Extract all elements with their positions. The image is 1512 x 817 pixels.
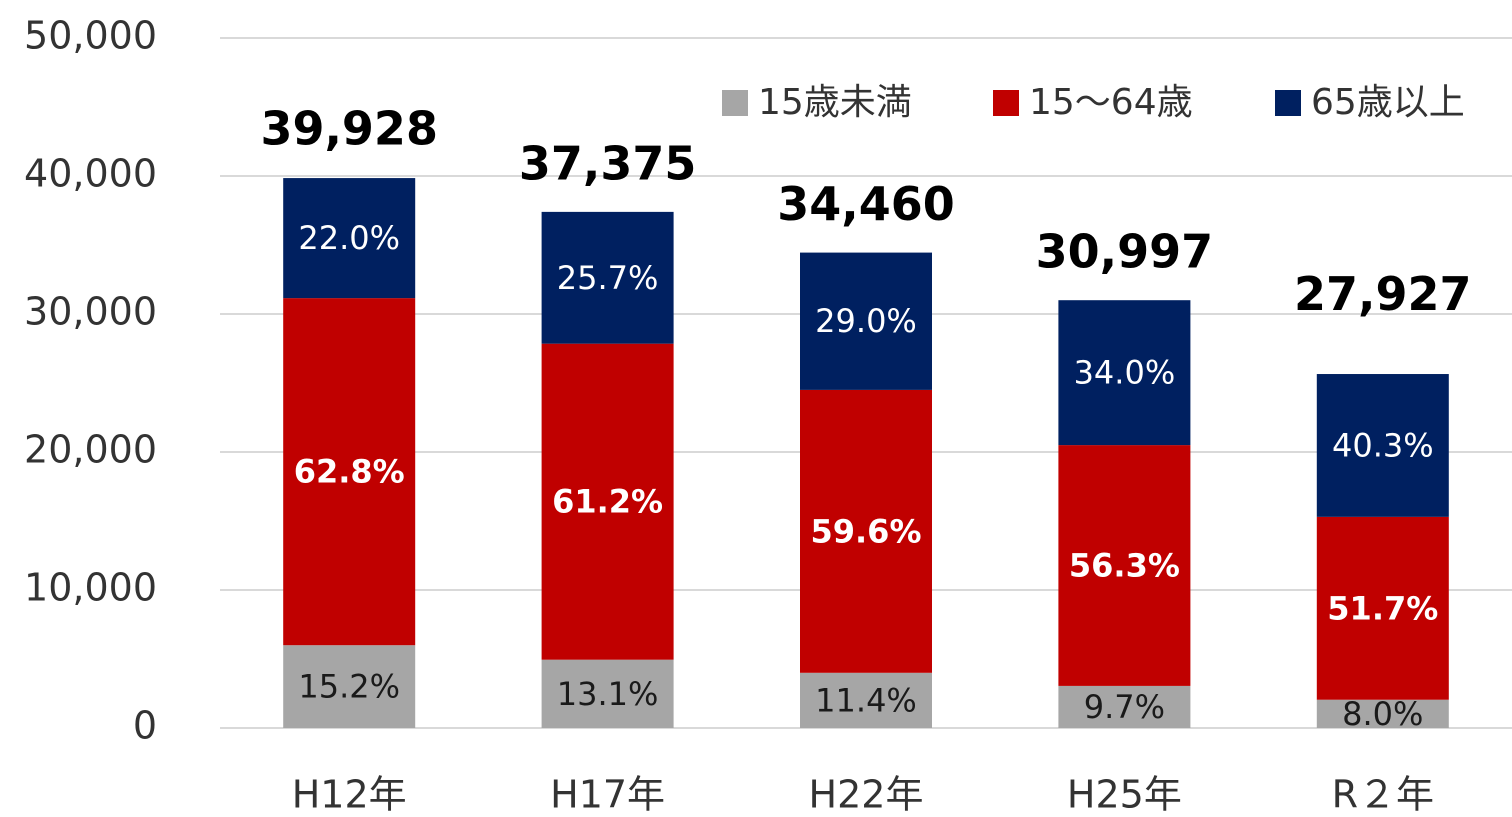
bar-segment	[800, 389, 932, 673]
x-tick-label: H22年	[809, 773, 924, 817]
bar-segment	[1058, 300, 1191, 446]
share-label: 34.0%	[1074, 354, 1176, 392]
y-tick-label: 30,000	[24, 290, 157, 334]
share-label: 56.3%	[1069, 547, 1180, 585]
bar-segment	[1316, 516, 1449, 700]
bar-segment	[283, 645, 416, 728]
total-label: 30,997	[1036, 225, 1214, 279]
share-label: 25.7%	[557, 259, 659, 297]
total-label: 39,928	[260, 101, 438, 155]
share-label: 11.4%	[815, 681, 917, 719]
share-label: 51.7%	[1327, 589, 1438, 627]
share-label: 29.0%	[815, 302, 917, 340]
share-label: 13.1%	[557, 675, 659, 713]
share-label: 40.3%	[1332, 426, 1434, 464]
x-tick-label: R２年	[1332, 773, 1434, 817]
bar-segment	[1316, 699, 1449, 728]
bar-segment	[800, 672, 932, 728]
bar-segment	[283, 178, 416, 299]
share-label: 62.8%	[294, 453, 405, 491]
x-tick-label: H12年	[292, 773, 407, 817]
y-tick-label: 50,000	[24, 14, 157, 58]
legend-label: 15～64歳	[1029, 82, 1193, 123]
total-label: 37,375	[519, 137, 697, 191]
share-label: 22.0%	[298, 219, 400, 257]
bar-segment	[1058, 685, 1191, 728]
bar-segment	[1058, 445, 1191, 686]
share-label: 61.2%	[552, 483, 663, 521]
y-tick-label: 10,000	[24, 566, 157, 610]
bar-segment	[1316, 374, 1449, 517]
y-tick-label: 40,000	[24, 152, 157, 196]
bar-segment	[800, 252, 932, 390]
legend-label: 65歳以上	[1311, 82, 1465, 123]
y-tick-label: 0	[133, 704, 157, 748]
legend-swatch	[722, 90, 748, 116]
legend-label: 15歳未満	[758, 82, 912, 123]
share-label: 15.2%	[298, 668, 400, 706]
bar-segment	[541, 343, 674, 660]
bar-segment	[541, 211, 674, 344]
share-label: 9.7%	[1084, 688, 1165, 726]
x-tick-label: H17年	[550, 773, 665, 817]
bar-segment	[541, 659, 674, 728]
total-label: 27,927	[1294, 267, 1472, 321]
y-tick-label: 20,000	[24, 428, 157, 472]
legend-swatch	[1275, 90, 1301, 116]
share-label: 8.0%	[1342, 695, 1423, 733]
share-label: 59.6%	[810, 512, 921, 550]
legend-swatch	[993, 90, 1019, 116]
x-tick-label: H25年	[1067, 773, 1182, 817]
total-label: 34,460	[777, 177, 955, 231]
bar-segment	[283, 298, 416, 646]
